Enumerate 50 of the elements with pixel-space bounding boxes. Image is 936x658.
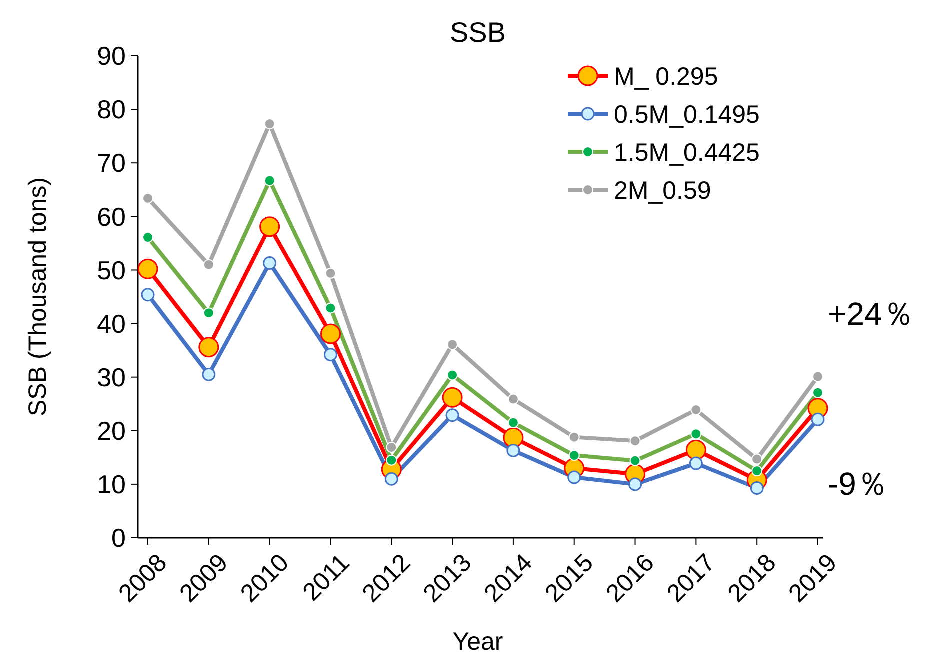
point [447,339,458,350]
y-tick-label: 50 [97,255,126,286]
point [503,428,524,448]
point [325,268,336,279]
point [384,472,398,486]
y-tick-label: 0 [112,523,126,554]
point [203,259,214,270]
point [263,256,277,270]
chart-title: SSB [450,17,506,48]
x-axis-title: Year [452,628,504,656]
point [686,440,706,460]
point [324,348,338,362]
point [568,432,580,443]
point [198,337,220,358]
y-tick-label: 20 [97,416,126,446]
point [446,408,460,422]
point [202,368,216,382]
y-tick-label: 90 [97,41,126,72]
point [260,216,280,238]
point [508,394,519,405]
y-tick-label: 80 [97,94,126,125]
point [386,442,398,453]
text: +24％ [828,296,914,332]
point [264,118,276,130]
point [630,436,641,447]
point [689,456,703,470]
point [752,454,763,465]
legend-label: M_ 0.295 [614,62,718,91]
legend-label: 1.5M_0.4425 [614,138,760,167]
y-tick-label: 60 [97,202,126,232]
point [442,387,463,408]
point [750,481,764,495]
point [141,288,155,302]
point [138,258,158,280]
y-tick-label: 70 [97,148,126,178]
y-tick-label: 30 [97,362,126,392]
point [690,404,702,416]
point [628,478,642,492]
point [811,412,825,426]
point [812,371,824,382]
legend-label: 0.5M_0.1495 [614,100,760,129]
legend-label: 2M_0.59 [614,176,712,205]
text: -9％ [828,466,888,502]
point [142,192,154,204]
point [506,444,520,458]
point [568,470,582,484]
y-tick-label: 10 [97,470,126,500]
y-tick-label: 40 [97,308,126,339]
point [320,324,341,344]
y-axis-title: SSB (Thousand tons) [24,177,52,417]
